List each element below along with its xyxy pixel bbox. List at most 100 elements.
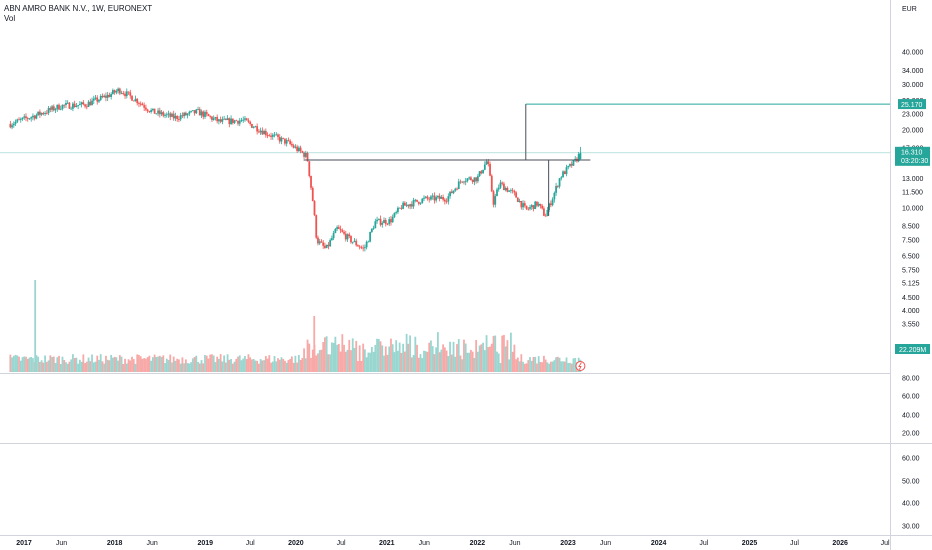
volume-bar — [77, 363, 80, 372]
candle-body — [308, 161, 311, 176]
candle-body — [330, 238, 333, 241]
volume-bar — [202, 363, 205, 372]
target-price-label: 25.170 — [901, 102, 923, 109]
volume-bar — [268, 355, 271, 372]
symbol-title[interactable]: ABN AMRO BANK N.V., 1W, EURONEXT — [4, 4, 153, 13]
candle-body — [297, 147, 300, 152]
candle-body — [506, 188, 509, 192]
volume-bar — [377, 339, 380, 372]
candle-body — [416, 199, 418, 202]
volume-bar — [240, 360, 243, 372]
price-axis-tick: 5.750 — [902, 267, 920, 274]
candle-body — [266, 135, 269, 136]
candle-body — [344, 233, 347, 240]
candle-body — [221, 119, 224, 122]
volume-bar — [16, 355, 19, 372]
lower-axis-tick: 60.00 — [902, 456, 920, 463]
candle-body — [391, 216, 394, 223]
candle-body — [193, 110, 196, 114]
volume-bar — [238, 355, 241, 372]
candle-body — [532, 205, 535, 210]
candle-body — [117, 88, 120, 92]
volume-bar — [249, 357, 252, 372]
volume-bar — [416, 344, 418, 372]
candle-body — [37, 111, 40, 115]
candle-body — [324, 245, 326, 248]
volume-bar — [214, 362, 217, 372]
candle-body — [139, 103, 142, 105]
volume-bar — [223, 355, 226, 372]
lower-axis-tick: 60.00 — [902, 394, 920, 401]
candle-body — [572, 159, 575, 166]
time-axis-tick: 2021 — [379, 540, 395, 547]
volume-bar — [80, 361, 83, 372]
candle-body — [315, 215, 318, 238]
candle-body — [91, 100, 93, 106]
volume-bar — [92, 362, 95, 372]
volume-bar — [150, 360, 153, 372]
time-axis-tick: Jul — [699, 540, 708, 547]
volume-bar — [483, 350, 486, 372]
candle-body — [214, 117, 217, 119]
candle-body — [440, 197, 443, 199]
candle-body — [436, 195, 439, 198]
candle-body — [11, 125, 13, 128]
volume-bar — [186, 362, 189, 372]
volume-bar — [184, 359, 187, 372]
candle-body — [565, 167, 568, 175]
candle-body — [303, 152, 305, 157]
candle-body — [397, 207, 399, 212]
candle-body — [476, 176, 479, 182]
candle-body — [341, 230, 344, 232]
volume-bar — [407, 343, 410, 372]
candle-body — [294, 146, 297, 148]
volume-bar — [513, 344, 516, 372]
candle-body — [525, 205, 528, 209]
candle-body — [536, 201, 538, 206]
price-axis-tick: 5.125 — [902, 280, 920, 287]
candle-body — [348, 234, 351, 237]
volume-bar — [426, 351, 429, 372]
candle-body — [44, 112, 47, 114]
time-axis-tick: Jun — [56, 540, 67, 547]
volume-bar — [544, 359, 547, 372]
candle-body — [555, 186, 557, 193]
candle-body — [377, 218, 380, 220]
volume-legend-label[interactable]: Vol — [4, 14, 16, 23]
volume-bar — [424, 351, 427, 372]
volume-bar — [105, 355, 107, 372]
candle-body — [179, 115, 182, 120]
candle-body — [78, 104, 81, 106]
volume-bar — [508, 359, 511, 372]
candle-body — [125, 91, 128, 97]
time-axis-tick: Jul — [790, 540, 799, 547]
volume-bar — [428, 342, 431, 372]
price-axis-tick: 11.500 — [902, 190, 923, 197]
candle-body — [325, 244, 328, 248]
volume-bar — [91, 354, 93, 372]
candle-body — [103, 95, 106, 98]
lower-axis-tick: 30.00 — [902, 524, 920, 531]
candle-body — [85, 106, 88, 108]
candle-body — [21, 117, 24, 120]
candle-body — [372, 228, 375, 230]
candle-body — [186, 113, 189, 116]
volume-bar — [503, 334, 505, 372]
candle-body — [520, 201, 523, 208]
volume-bar — [52, 356, 55, 372]
candle-body — [226, 118, 229, 120]
volume-bar — [501, 335, 504, 372]
volume-bar — [324, 337, 326, 372]
volume-bar — [63, 359, 66, 372]
candle-body — [574, 158, 577, 160]
candle-body — [398, 207, 401, 209]
volume-bar — [171, 362, 173, 372]
volume-bar — [308, 343, 311, 372]
volume-bar — [19, 360, 22, 372]
candle-body — [421, 198, 424, 203]
volume-bar — [442, 344, 445, 372]
candle-body — [129, 92, 132, 96]
candle-body — [445, 201, 448, 203]
candle-body — [370, 228, 373, 233]
